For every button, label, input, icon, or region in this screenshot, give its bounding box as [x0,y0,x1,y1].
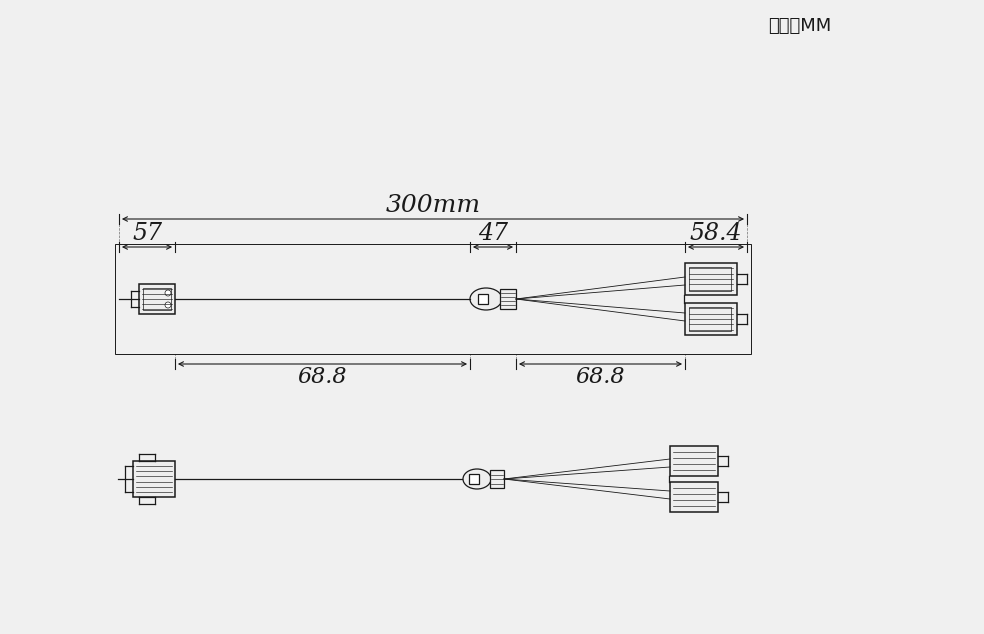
Bar [133,461,175,497]
Text: 300mm: 300mm [386,195,480,217]
Bar [115,244,751,354]
Circle shape [165,290,171,296]
Text: 68.8: 68.8 [298,366,347,388]
Bar [469,474,479,484]
Bar [685,303,737,335]
Bar [670,482,718,512]
Text: 58.4: 58.4 [690,223,742,245]
Bar [685,263,737,295]
Bar [500,289,516,309]
Circle shape [165,302,171,308]
Text: 47: 47 [478,223,508,245]
Bar [143,288,171,310]
Bar [490,470,504,488]
Ellipse shape [470,288,502,310]
Bar [670,446,718,476]
Text: 单位：MM: 单位：MM [769,17,831,35]
Bar [478,294,488,304]
Bar [689,267,731,291]
Text: 57: 57 [132,223,162,245]
Text: 68.8: 68.8 [576,366,625,388]
Ellipse shape [463,469,491,489]
Bar [139,284,175,314]
Bar [689,307,731,331]
